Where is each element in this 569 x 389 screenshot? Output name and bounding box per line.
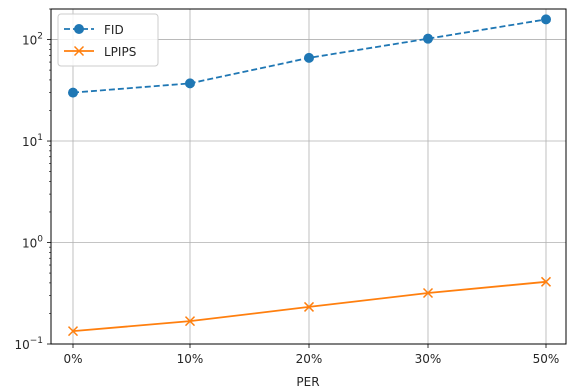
data-point	[184, 316, 196, 327]
data-point	[423, 33, 433, 44]
x-tick-label: 10%	[177, 352, 204, 366]
ticks: 0% 10% 20% 30% 50% 10−1 100 101 102	[14, 8, 560, 366]
x-marker-stroke	[303, 301, 315, 312]
data-point	[540, 276, 552, 287]
x-tick-label: 0%	[63, 352, 82, 366]
legend-marker	[73, 45, 85, 57]
x-marker-stroke	[422, 287, 434, 299]
legend-label: FID	[104, 23, 124, 37]
data-point	[67, 326, 79, 337]
data-point	[422, 287, 434, 299]
x-tick-label: 50%	[533, 352, 560, 366]
data-point	[303, 301, 315, 312]
x-tick-label: 20%	[296, 352, 323, 366]
legend-label: LPIPS	[104, 45, 136, 59]
data-point	[541, 14, 551, 25]
series-layer	[67, 14, 552, 337]
x-marker-stroke	[184, 316, 196, 327]
series-lpips	[67, 276, 552, 337]
legend-entry-fid: FID	[64, 23, 124, 37]
data-point	[304, 52, 314, 63]
y-tick-label: 101	[22, 133, 43, 149]
series-fid	[68, 14, 551, 98]
x-marker-stroke	[540, 276, 552, 287]
data-point	[68, 87, 78, 98]
legend-marker	[74, 24, 84, 34]
x-axis-label: PER	[296, 375, 319, 389]
x-tick-label: 30%	[415, 352, 442, 366]
legend-entry-lpips: LPIPS	[64, 45, 136, 59]
x-marker-stroke	[67, 326, 79, 337]
y-tick-label: 102	[22, 32, 43, 48]
y-tick-label: 10−1	[14, 336, 43, 352]
legend: FID LPIPS	[57, 13, 159, 67]
plot-frame	[50, 8, 567, 345]
data-point	[185, 78, 195, 89]
y-tick-label: 100	[22, 235, 43, 251]
